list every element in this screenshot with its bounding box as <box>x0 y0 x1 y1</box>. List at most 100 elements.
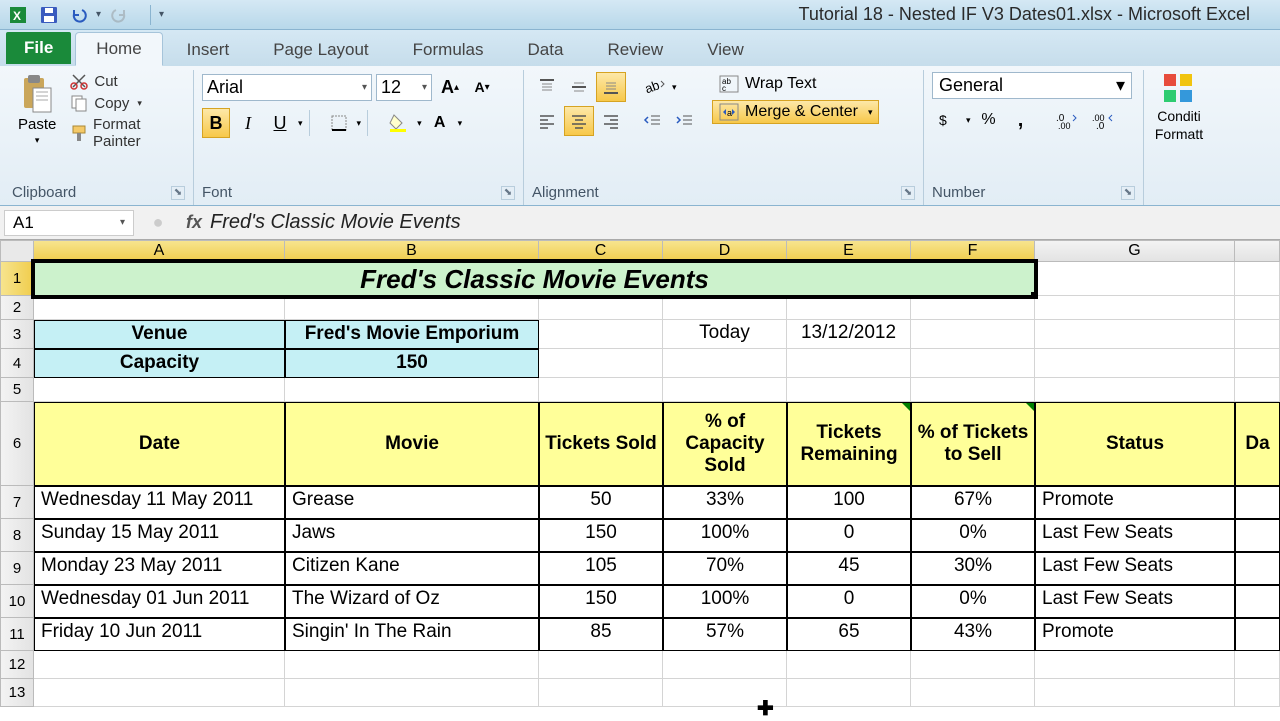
cell-pct-sell[interactable]: 43% <box>911 618 1035 651</box>
cell-status[interactable]: Promote <box>1035 618 1235 651</box>
cell-date[interactable]: Wednesday 11 May 2011 <box>34 486 285 519</box>
cell-partial[interactable] <box>1235 585 1280 618</box>
cell-status[interactable]: Promote <box>1035 486 1235 519</box>
cell-remain[interactable]: 0 <box>787 585 911 618</box>
cell-remain[interactable]: 0 <box>787 519 911 552</box>
align-bottom-icon[interactable] <box>596 72 626 102</box>
conditional-formatting-button[interactable]: Conditi Formatt <box>1152 72 1206 142</box>
font-name-combo[interactable]: Arial▾ <box>202 74 372 101</box>
cell-pct-cap[interactable]: 100% <box>663 585 787 618</box>
undo-icon[interactable] <box>66 4 92 26</box>
cell-sold[interactable]: 50 <box>539 486 663 519</box>
cell-date[interactable]: Monday 23 May 2011 <box>34 552 285 585</box>
cell-sold[interactable]: 150 <box>539 585 663 618</box>
cell-movie[interactable]: Singin' In The Rain <box>285 618 539 651</box>
cell-movie[interactable]: Citizen Kane <box>285 552 539 585</box>
worksheet-grid[interactable]: A B C D E F G 1 Fred's Classic Movie Eve… <box>0 240 1280 707</box>
hdr-date[interactable]: Date <box>34 402 285 486</box>
hdr-movie[interactable]: Movie <box>285 402 539 486</box>
fx-icon[interactable]: fx <box>186 212 202 233</box>
cell-movie[interactable]: Jaws <box>285 519 539 552</box>
tab-view[interactable]: View <box>687 34 764 66</box>
cell-date[interactable]: Friday 10 Jun 2011 <box>34 618 285 651</box>
hdr-pct-capacity[interactable]: % of Capacity Sold <box>663 402 787 486</box>
tab-formulas[interactable]: Formulas <box>393 34 504 66</box>
undo-dropdown-icon[interactable]: ▾ <box>96 9 102 20</box>
cell-partial[interactable] <box>1235 618 1280 651</box>
hdr-pct-to-sell[interactable]: % of Tickets to Sell <box>911 402 1035 486</box>
row-header-10[interactable]: 10 <box>0 585 34 618</box>
align-middle-icon[interactable] <box>564 72 594 102</box>
comma-format-icon[interactable]: , <box>1007 105 1035 135</box>
increase-indent-icon[interactable] <box>670 106 700 136</box>
wrap-text-button[interactable]: abcWrap Text <box>712 72 879 96</box>
name-box[interactable]: A1▾ <box>4 210 134 236</box>
cell-remain[interactable]: 45 <box>787 552 911 585</box>
bold-button[interactable]: B <box>202 108 230 138</box>
cell-venue-label[interactable]: Venue <box>34 320 285 349</box>
tab-home[interactable]: Home <box>75 32 162 66</box>
decrease-font-icon[interactable]: A▾ <box>468 72 496 102</box>
hdr-partial[interactable]: Da <box>1235 402 1280 486</box>
qat-customize-icon[interactable]: ▾ <box>159 9 165 20</box>
col-header-partial[interactable] <box>1235 240 1280 262</box>
percent-format-icon[interactable]: % <box>975 105 1003 135</box>
row-header-1[interactable]: 1 <box>0 262 34 296</box>
cell-sold[interactable]: 85 <box>539 618 663 651</box>
decrease-decimal-icon[interactable]: .00.0 <box>1087 105 1119 135</box>
font-launcher-icon[interactable]: ⬊ <box>501 186 515 200</box>
orientation-button[interactable]: ab <box>638 72 670 102</box>
paste-button[interactable]: Paste ▾ <box>12 72 62 148</box>
cell-today-value[interactable]: 13/12/2012 <box>787 320 911 349</box>
alignment-launcher-icon[interactable]: ⬊ <box>901 186 915 200</box>
cell-venue-value[interactable]: Fred's Movie Emporium <box>285 320 539 349</box>
hdr-tickets-remaining[interactable]: Tickets Remaining <box>787 402 911 486</box>
align-center-icon[interactable] <box>564 106 594 136</box>
row-header-9[interactable]: 9 <box>0 552 34 585</box>
cell-partial[interactable] <box>1235 486 1280 519</box>
select-all-corner[interactable] <box>0 240 34 262</box>
number-format-combo[interactable]: General▾ <box>932 72 1132 99</box>
excel-icon[interactable]: X <box>6 4 32 26</box>
cell-title[interactable]: Fred's Classic Movie Events <box>34 262 1035 296</box>
font-size-combo[interactable]: 12▾ <box>376 74 432 101</box>
col-header-C[interactable]: C <box>539 240 663 262</box>
accounting-format-icon[interactable]: $ <box>932 105 962 135</box>
col-header-G[interactable]: G <box>1035 240 1235 262</box>
cell-movie[interactable]: Grease <box>285 486 539 519</box>
cell-pct-cap[interactable]: 70% <box>663 552 787 585</box>
cell-partial[interactable] <box>1235 552 1280 585</box>
row-header-7[interactable]: 7 <box>0 486 34 519</box>
cell-pct-sell[interactable]: 0% <box>911 585 1035 618</box>
formula-input[interactable] <box>202 209 1280 236</box>
cell-pct-sell[interactable]: 30% <box>911 552 1035 585</box>
fill-color-button[interactable] <box>383 108 413 138</box>
font-color-button[interactable]: A <box>426 108 454 138</box>
cell-movie[interactable]: The Wizard of Oz <box>285 585 539 618</box>
cell-remain[interactable]: 100 <box>787 486 911 519</box>
cell-pct-cap[interactable]: 57% <box>663 618 787 651</box>
cell-status[interactable]: Last Few Seats <box>1035 552 1235 585</box>
decrease-indent-icon[interactable] <box>638 106 668 136</box>
hdr-tickets-sold[interactable]: Tickets Sold <box>539 402 663 486</box>
cell-pct-cap[interactable]: 100% <box>663 519 787 552</box>
tab-review[interactable]: Review <box>587 34 683 66</box>
row-header-12[interactable]: 12 <box>0 651 34 679</box>
cell-date[interactable]: Wednesday 01 Jun 2011 <box>34 585 285 618</box>
cut-button[interactable]: Cut <box>70 72 185 90</box>
hdr-status[interactable]: Status <box>1035 402 1235 486</box>
cell-partial[interactable] <box>1235 519 1280 552</box>
tab-page-layout[interactable]: Page Layout <box>253 34 388 66</box>
row-header-13[interactable]: 13 <box>0 679 34 707</box>
format-painter-button[interactable]: Format Painter <box>70 116 185 150</box>
borders-button[interactable] <box>325 108 353 138</box>
clipboard-launcher-icon[interactable]: ⬊ <box>171 186 185 200</box>
cell-sold[interactable]: 150 <box>539 519 663 552</box>
col-header-D[interactable]: D <box>663 240 787 262</box>
increase-decimal-icon[interactable]: .0.00 <box>1051 105 1083 135</box>
row-header-8[interactable]: 8 <box>0 519 34 552</box>
col-header-A[interactable]: A <box>34 240 285 262</box>
merge-center-button[interactable]: aMerge & Center▾ <box>712 100 879 124</box>
cell-capacity-value[interactable]: 150 <box>285 349 539 378</box>
col-header-F[interactable]: F <box>911 240 1035 262</box>
